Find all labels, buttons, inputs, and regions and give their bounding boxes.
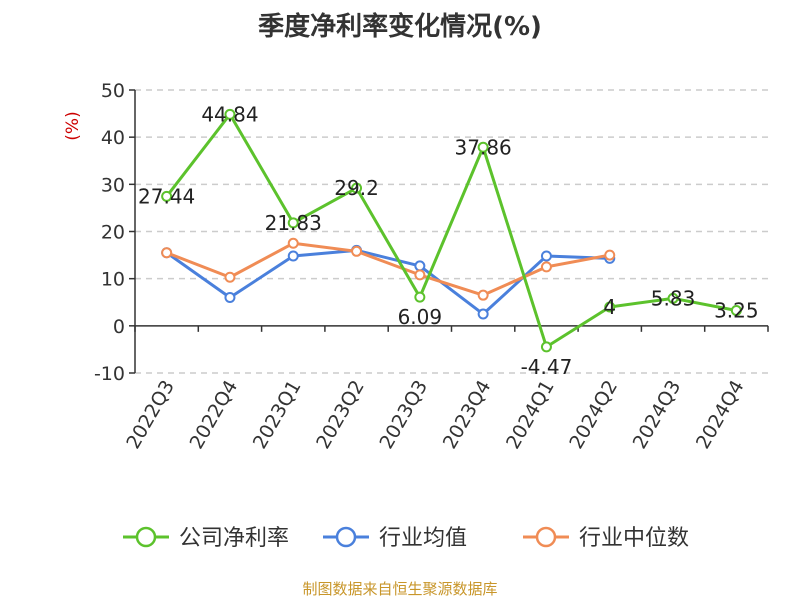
x-tick-label: 2022Q3 bbox=[122, 377, 179, 453]
x-tick-label: 2023Q1 bbox=[249, 377, 306, 453]
legend-item[interactable]: 公司净利率 bbox=[123, 526, 289, 551]
legend-swatch-marker bbox=[335, 526, 357, 548]
data-label: 6.09 bbox=[398, 305, 443, 329]
y-axis-unit-label: (%) bbox=[63, 111, 83, 140]
data-point[interactable] bbox=[414, 291, 426, 303]
data-point[interactable] bbox=[540, 341, 552, 353]
data-point[interactable] bbox=[414, 269, 426, 281]
data-point[interactable] bbox=[287, 217, 299, 229]
data-point[interactable] bbox=[604, 249, 616, 261]
data-point[interactable] bbox=[414, 260, 426, 272]
data-label: 27.44 bbox=[138, 184, 195, 208]
data-point[interactable] bbox=[224, 108, 236, 120]
y-tick-label: 20 bbox=[101, 222, 125, 244]
data-label: 5.83 bbox=[651, 286, 696, 310]
legend[interactable]: 公司净利率 行业均值 行业中位数 bbox=[123, 526, 689, 551]
data-point[interactable] bbox=[351, 182, 363, 194]
x-tick-label: 2023Q3 bbox=[375, 377, 432, 453]
x-tick-label: 2023Q2 bbox=[312, 377, 369, 453]
data-label: 37.86 bbox=[455, 135, 512, 159]
data-point[interactable] bbox=[477, 141, 489, 153]
series-line bbox=[165, 112, 737, 349]
x-tick-label: 2024Q3 bbox=[629, 377, 686, 453]
legend-label: 公司净利率 bbox=[179, 526, 289, 551]
x-tick-label: 2023Q4 bbox=[439, 377, 496, 453]
x-tick-label: 2024Q4 bbox=[692, 377, 749, 453]
data-label: 21.83 bbox=[265, 211, 322, 235]
series-2 bbox=[161, 237, 616, 301]
data-point[interactable] bbox=[161, 247, 173, 259]
data-point[interactable] bbox=[161, 190, 173, 202]
data-point[interactable] bbox=[540, 261, 552, 273]
series-line bbox=[166, 241, 611, 297]
y-tick-label: 0 bbox=[113, 316, 125, 338]
y-tick-label: 40 bbox=[101, 127, 125, 149]
legend-item[interactable]: 行业均值 bbox=[323, 526, 467, 551]
series-line bbox=[165, 248, 610, 316]
data-point[interactable] bbox=[730, 305, 742, 317]
legend-label: 行业均值 bbox=[379, 526, 467, 551]
data-labels: 27.44 44.84 21.83 29.2 6.09 37.86 -4.47 4 5.83 3.… bbox=[138, 102, 759, 379]
data-point[interactable] bbox=[667, 292, 679, 304]
data-point[interactable] bbox=[477, 308, 489, 320]
legend-swatch-marker bbox=[135, 526, 157, 548]
data-point[interactable] bbox=[604, 301, 616, 313]
legend-swatch-marker bbox=[535, 526, 557, 548]
data-label: 44.84 bbox=[201, 102, 258, 126]
chart-title: 季度净利率变化情况(%) bbox=[258, 12, 542, 42]
y-tick-label: 30 bbox=[101, 174, 125, 196]
data-point[interactable] bbox=[287, 237, 299, 249]
series-lines bbox=[161, 108, 742, 353]
data-point[interactable] bbox=[477, 289, 489, 301]
y-tick-label: 50 bbox=[101, 80, 125, 102]
data-label: -4.47 bbox=[521, 355, 573, 379]
data-point[interactable] bbox=[351, 245, 363, 257]
x-tick-label: 2024Q2 bbox=[565, 377, 622, 453]
data-label: 29.2 bbox=[334, 176, 379, 200]
x-tick-label: 2022Q4 bbox=[186, 377, 243, 453]
legend-label: 行业中位数 bbox=[579, 526, 689, 551]
data-point[interactable] bbox=[224, 271, 236, 283]
data-label: 4 bbox=[603, 295, 616, 319]
legend-item[interactable]: 行业中位数 bbox=[523, 526, 689, 551]
y-tick-label: 10 bbox=[101, 269, 125, 291]
data-point[interactable] bbox=[540, 250, 552, 262]
y-tick-label: -10 bbox=[94, 363, 125, 385]
series-0 bbox=[161, 108, 742, 353]
source-note: 制图数据来自恒生聚源数据库 bbox=[302, 580, 498, 598]
data-point[interactable] bbox=[224, 292, 236, 304]
data-label: 3.25 bbox=[714, 299, 759, 323]
data-point[interactable] bbox=[287, 250, 299, 262]
x-tick-label: 2024Q1 bbox=[502, 377, 559, 453]
